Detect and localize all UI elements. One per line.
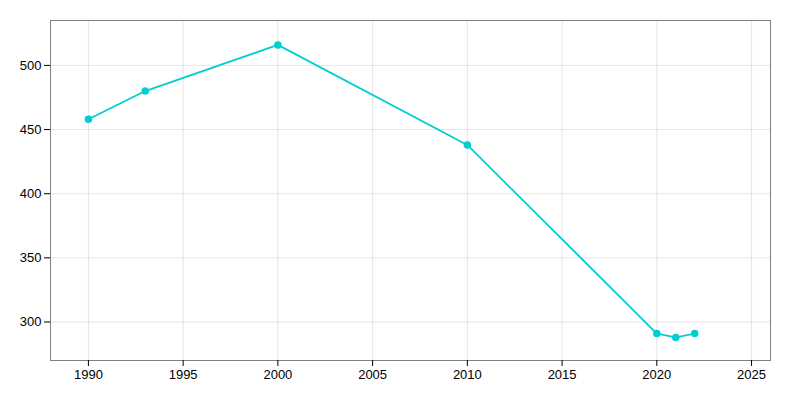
svg-text:2020: 2020 <box>642 367 671 382</box>
svg-text:2025: 2025 <box>737 367 766 382</box>
svg-text:2000: 2000 <box>263 367 292 382</box>
svg-text:500: 500 <box>20 58 42 73</box>
svg-text:1990: 1990 <box>74 367 103 382</box>
svg-text:450: 450 <box>20 122 42 137</box>
svg-text:2010: 2010 <box>453 367 482 382</box>
svg-text:400: 400 <box>20 186 42 201</box>
svg-text:2015: 2015 <box>548 367 577 382</box>
svg-text:2005: 2005 <box>358 367 387 382</box>
svg-text:300: 300 <box>20 314 42 329</box>
svg-text:350: 350 <box>20 250 42 265</box>
svg-text:1995: 1995 <box>169 367 198 382</box>
